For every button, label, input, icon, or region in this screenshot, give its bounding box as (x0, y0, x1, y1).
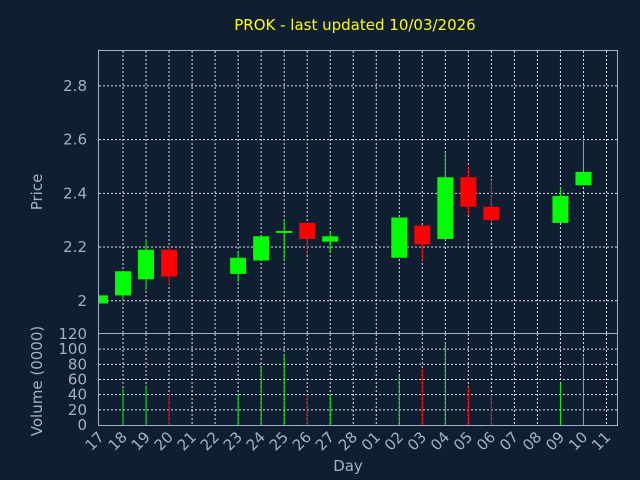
volume-tick-label: 80 (68, 355, 87, 373)
chart-title: PROK - last updated 10/03/2026 (234, 16, 475, 34)
candle-body (138, 249, 155, 280)
price-tick-label: 2.2 (63, 238, 87, 256)
volume-axis-label: Volume (0000) (28, 326, 46, 436)
candles (99, 136, 592, 304)
volume-tick-label: 60 (68, 371, 87, 389)
candle-body (99, 295, 108, 304)
candle-body (253, 236, 270, 261)
candle-body (299, 222, 316, 239)
candle-body (161, 249, 178, 277)
price-tick-labels: 2 2.2 2.4 2.6 2.8 (63, 77, 87, 310)
candle-body (575, 171, 592, 186)
candle-body (483, 206, 500, 221)
x-tick-label: 11 (588, 428, 614, 454)
price-grid (99, 51, 617, 333)
price-tick-label: 2.4 (63, 184, 87, 202)
candle-body (115, 271, 132, 296)
x-axis-label: Day (333, 457, 363, 475)
candle-body (460, 177, 477, 207)
price-axis-label: Price (28, 174, 46, 211)
candle-body (322, 236, 339, 242)
volume-grid (99, 334, 617, 425)
candle-body (230, 257, 247, 274)
candle-body (391, 217, 408, 258)
price-tick-label: 2.8 (63, 77, 87, 95)
volume-bars (122, 343, 584, 425)
volume-tick-label: 40 (68, 386, 87, 404)
volume-tick-label: 120 (58, 325, 87, 343)
candle-body (552, 196, 569, 223)
price-tick-label: 2.6 (63, 131, 87, 149)
volume-tick-label: 20 (68, 401, 87, 419)
candle-body (437, 177, 454, 239)
volume-tick-label: 100 (58, 340, 87, 358)
volume-tick-label: 0 (77, 416, 87, 434)
price-tick-label: 2 (77, 292, 87, 310)
x-tick-labels: 1718192021222324252627280102030405060708… (82, 428, 615, 454)
price-panel-frame (98, 50, 618, 334)
candle-body (276, 230, 293, 233)
volume-panel-frame (98, 333, 618, 426)
candle-body (414, 225, 431, 245)
